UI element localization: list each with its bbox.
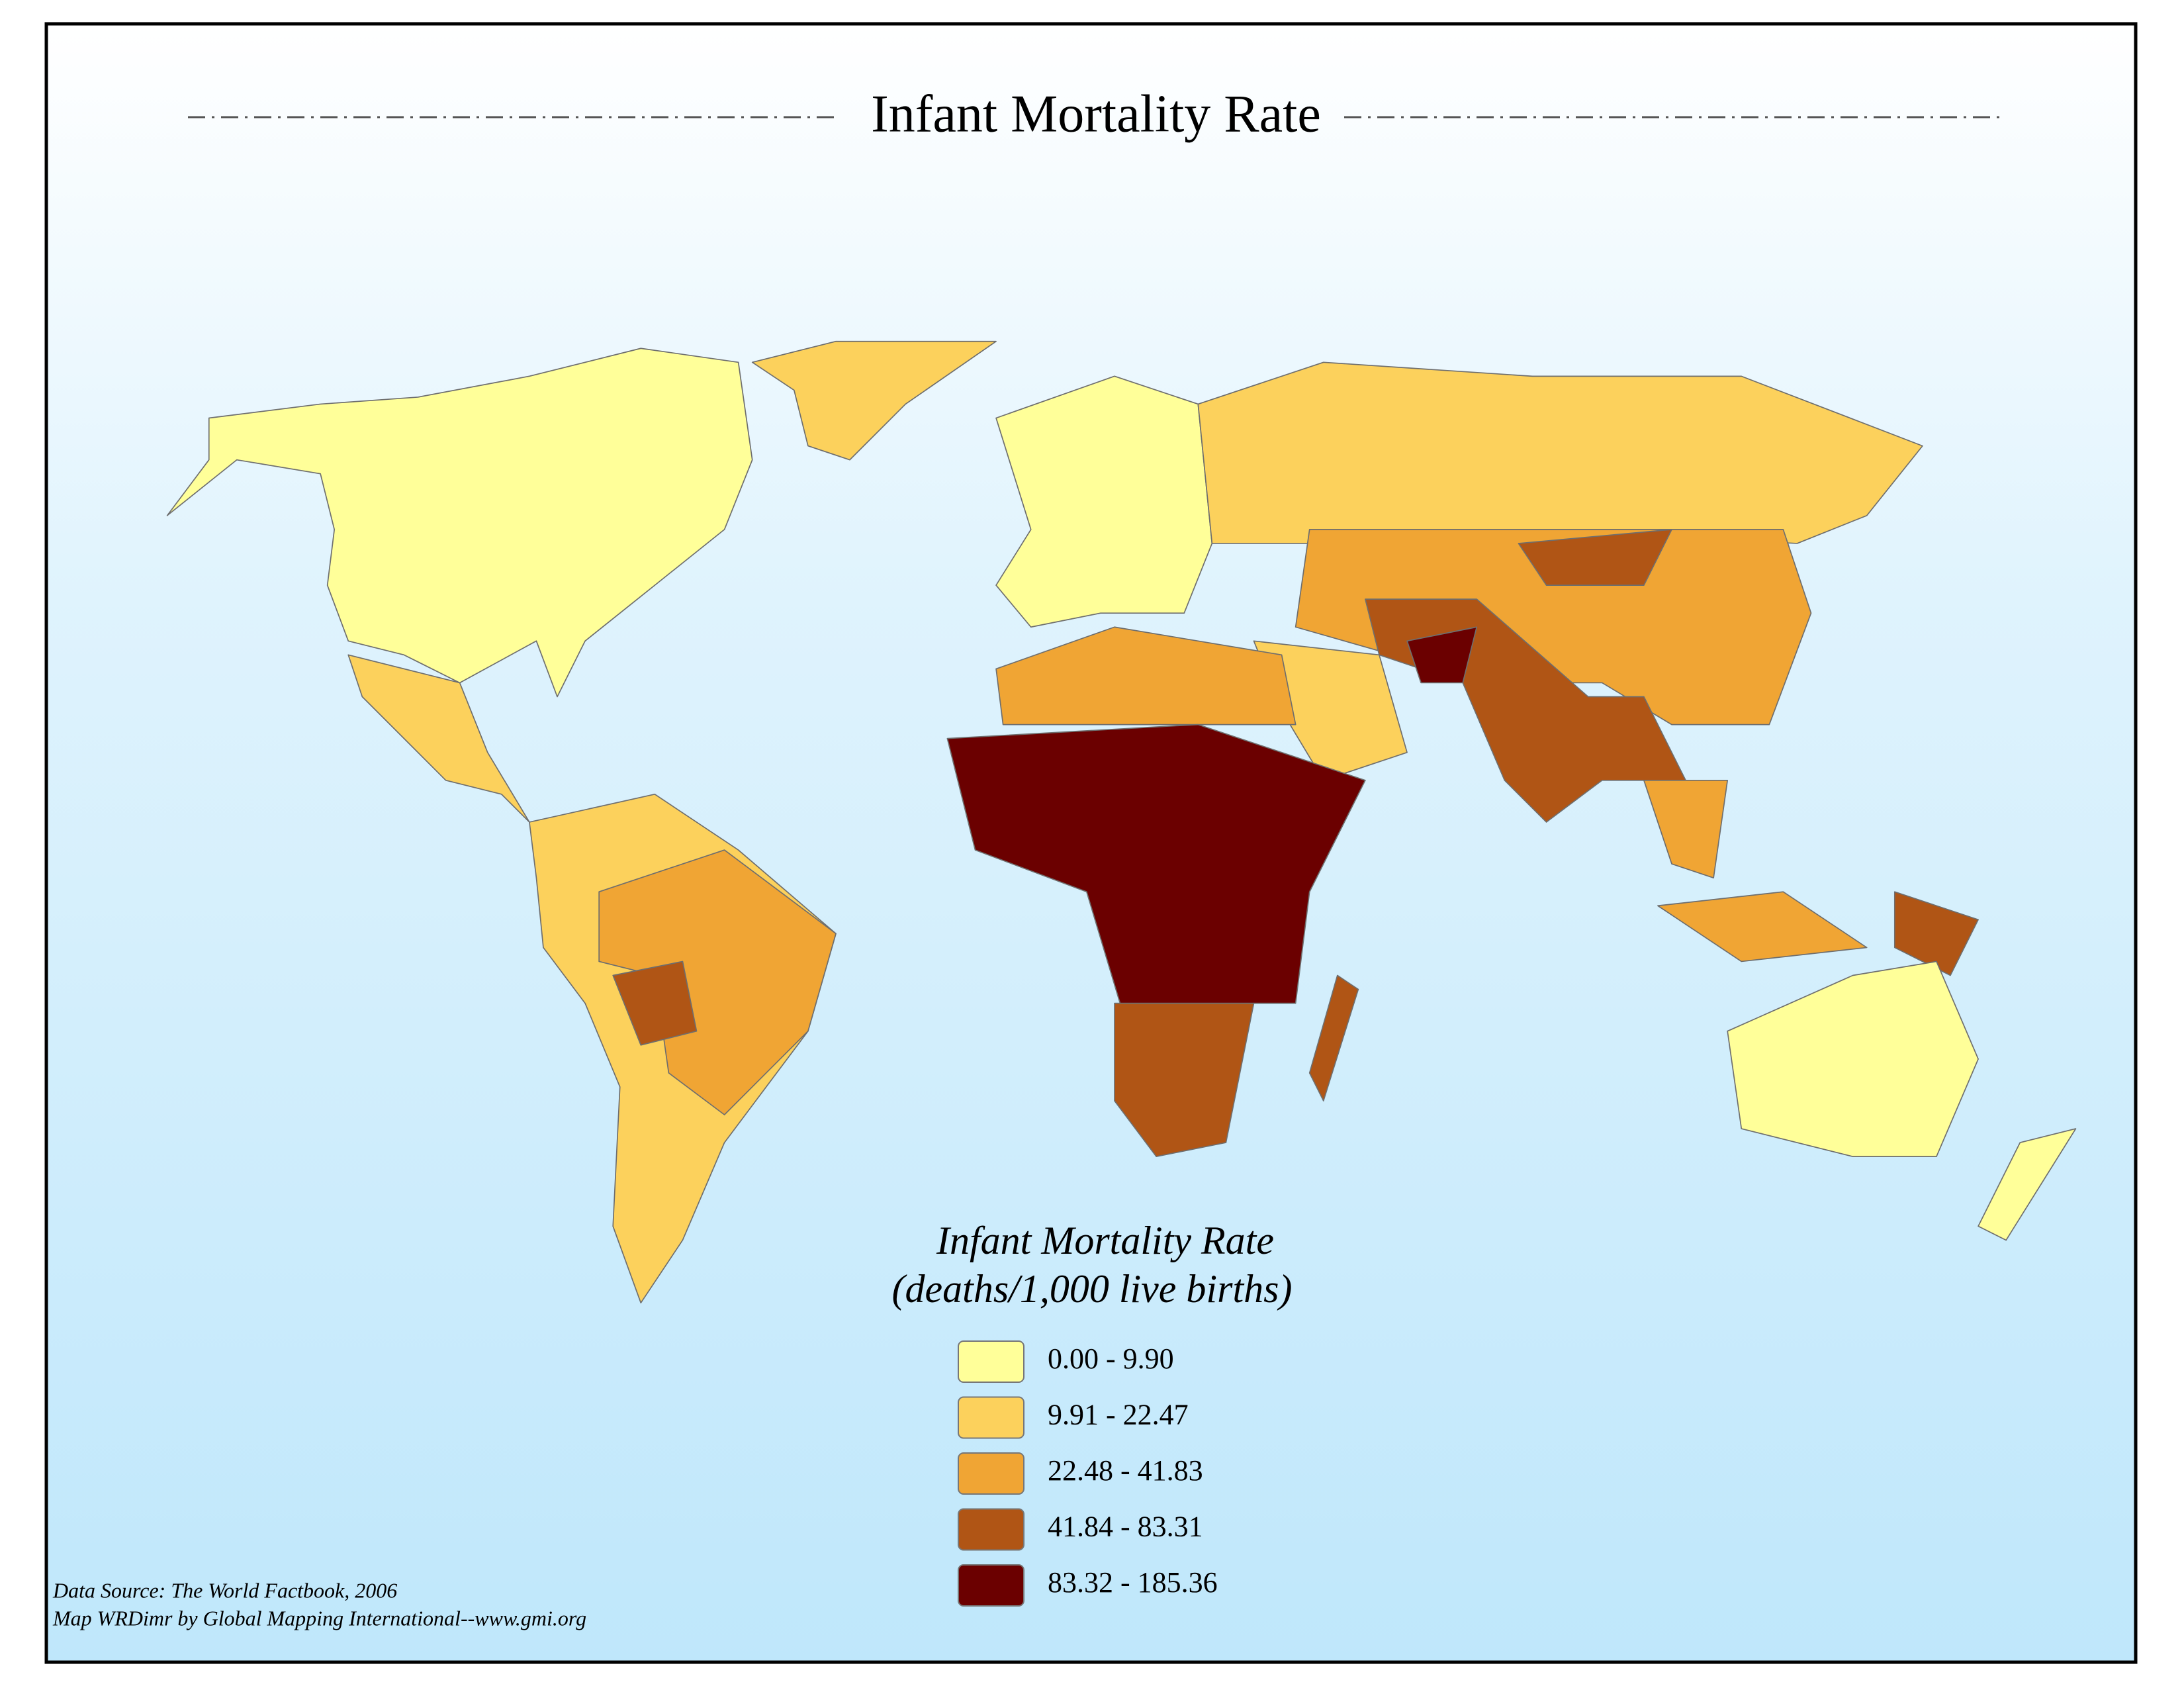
indonesia	[1657, 891, 1868, 962]
legend-subtitle: (deaths/1,000 live births)	[892, 1267, 1293, 1311]
russia	[1197, 361, 1923, 544]
southeast-asia	[1643, 779, 1729, 878]
legend-swatch	[958, 1564, 1024, 1607]
world-map	[166, 340, 2077, 1304]
legend-swatch	[958, 1396, 1024, 1439]
papua-new-guinea	[1893, 891, 1979, 976]
central-east-asia	[1295, 529, 1812, 726]
legend-label: 0.00 - 9.90	[1048, 1342, 1174, 1375]
australia	[1727, 961, 1979, 1157]
mexico-central-america	[347, 654, 530, 823]
map-title: Infant Mortality Rate	[871, 85, 1321, 143]
data-source: Data Source: The World Factbook, 2006	[52, 1578, 397, 1602]
legend-label: 41.84 - 83.31	[1048, 1511, 1203, 1543]
credit: Map WRDimr by Global Mapping Internation…	[52, 1606, 586, 1630]
mongolia	[1518, 529, 1672, 586]
brazil	[598, 849, 837, 1115]
bolivia	[612, 961, 698, 1046]
greenland	[751, 340, 997, 461]
legend-label: 22.48 - 41.83	[1048, 1454, 1203, 1487]
legend-label: 83.32 - 185.36	[1048, 1566, 1218, 1599]
madagascar	[1308, 974, 1359, 1102]
north-america	[166, 348, 753, 698]
afghanistan	[1406, 626, 1478, 684]
legend: Infant Mortality Rate (deaths/1,000 live…	[892, 1219, 1293, 1607]
new-zealand	[1978, 1128, 2077, 1241]
europe	[995, 375, 1213, 628]
legend-label: 9.91 - 22.47	[1048, 1399, 1189, 1431]
southern-africa	[1114, 1002, 1255, 1157]
legend-title: Infant Mortality Rate	[936, 1219, 1274, 1262]
legend-swatch	[958, 1508, 1024, 1551]
legend-swatch	[958, 1452, 1024, 1495]
legend-swatch	[958, 1340, 1024, 1383]
north-africa	[995, 626, 1297, 726]
